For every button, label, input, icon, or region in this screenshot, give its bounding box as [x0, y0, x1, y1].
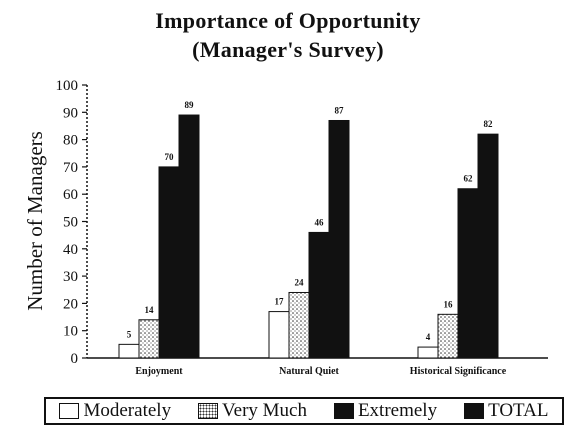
legend-swatch-moderately [59, 403, 80, 419]
y-tick-label: 70 [63, 160, 78, 176]
bar-very-much [138, 319, 160, 359]
data-label: 14 [145, 305, 155, 315]
y-axis-label: Number of Managers [23, 131, 47, 311]
bar-moderately [268, 311, 290, 359]
legend-label-very-much: Very Much [222, 400, 307, 421]
data-label: 70 [165, 152, 175, 162]
y-tick-label: 30 [63, 269, 78, 285]
data-label: 87 [335, 105, 345, 115]
data-label: 17 [275, 297, 285, 307]
data-label: 24 [295, 277, 305, 287]
data-label: 5 [127, 329, 132, 339]
chart-subtitle: (Manager's Survey) [192, 37, 384, 62]
legend-label-extremely: Extremely [357, 400, 438, 421]
legend-item-very-much: Very Much [198, 400, 307, 422]
legend-item-total: TOTAL [464, 400, 548, 422]
bar-total [477, 133, 499, 359]
legend: Moderately Very Much Extremely TOTAL [44, 397, 564, 425]
data-label: 46 [315, 217, 325, 227]
legend-swatch-extremely [333, 403, 354, 419]
legend-label-moderately: Moderately [83, 400, 172, 421]
y-tick-label: 10 [63, 324, 78, 340]
data-label: 16 [444, 299, 454, 309]
y-tick-label: 80 [63, 133, 78, 149]
data-label: 89 [185, 100, 195, 110]
legend-item-moderately: Moderately [59, 400, 171, 422]
y-tick-label: 0 [71, 351, 79, 367]
legend-label-total: TOTAL [488, 400, 549, 421]
x-category-label: Natural Quiet [279, 366, 339, 377]
x-category-label: Historical Significance [410, 366, 507, 377]
legend-swatch-very-much [198, 403, 219, 419]
bar-very-much [437, 313, 459, 359]
bar-total [178, 114, 200, 359]
y-tick-label: 90 [63, 105, 78, 121]
bar-moderately [118, 343, 140, 359]
data-label: 4 [426, 332, 431, 342]
chart-title: Importance of Opportunity [155, 8, 421, 33]
bar-total [328, 119, 350, 359]
bar-extremely [457, 188, 479, 359]
legend-item-extremely: Extremely [333, 400, 438, 422]
y-tick-label: 40 [63, 242, 78, 258]
y-tick-label: 100 [56, 78, 79, 94]
x-category-label: Enjoyment [135, 366, 183, 377]
bar-very-much [288, 291, 310, 359]
y-tick-label: 20 [63, 296, 78, 312]
data-label: 62 [464, 174, 474, 184]
legend-swatch-total [464, 403, 485, 419]
data-label: 82 [484, 119, 494, 129]
y-tick-label: 50 [63, 215, 78, 231]
y-tick-label: 60 [63, 187, 78, 203]
bar-moderately [417, 346, 439, 359]
bar-extremely [158, 166, 180, 359]
bar-extremely [308, 231, 330, 359]
